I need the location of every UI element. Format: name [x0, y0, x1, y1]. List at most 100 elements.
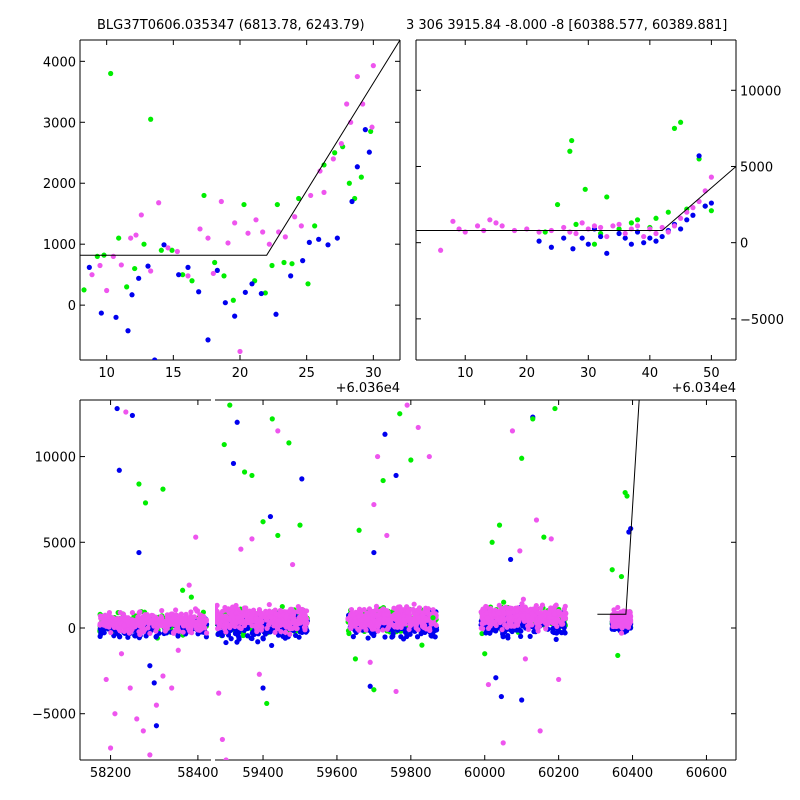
data-point: [500, 607, 507, 613]
data-point: [624, 619, 630, 625]
data-point: [274, 201, 280, 208]
point-series: [275, 428, 281, 434]
data-point: [624, 493, 630, 499]
data-point: [258, 290, 264, 297]
point-series: [299, 476, 305, 482]
point-series: [136, 549, 142, 556]
data-point: [382, 431, 388, 437]
data-point: [229, 613, 235, 619]
data-point: [552, 405, 558, 412]
data-point: [419, 642, 425, 648]
data-point: [238, 546, 244, 552]
data-point: [125, 619, 131, 625]
data-point: [288, 273, 294, 279]
data-point: [243, 617, 249, 624]
data-point: [546, 609, 552, 616]
data-point: [395, 620, 401, 626]
data-point: [366, 606, 373, 612]
data-point: [173, 619, 180, 625]
data-point: [210, 270, 216, 277]
data-point: [483, 610, 490, 616]
data-point: [420, 613, 426, 619]
data-point: [139, 619, 145, 625]
point-series: [519, 697, 525, 703]
data-point: [118, 262, 124, 268]
data-point: [116, 467, 122, 473]
point-series: [297, 522, 303, 528]
point-series: [153, 723, 160, 729]
point-series: [609, 567, 615, 573]
data-point: [519, 697, 525, 703]
data-point: [529, 615, 535, 621]
data-point: [356, 527, 362, 533]
data-point: [369, 630, 375, 636]
data-point: [193, 534, 199, 540]
data-point: [536, 238, 542, 244]
data-point: [346, 630, 352, 637]
data-point: [354, 164, 360, 170]
data-point: [394, 624, 401, 630]
data-point: [201, 192, 207, 199]
data-point: [227, 402, 233, 408]
data-point: [189, 619, 196, 625]
data-point: [224, 620, 230, 627]
data-point: [368, 128, 374, 135]
data-point: [573, 230, 579, 237]
point-series: [107, 745, 114, 751]
data-point: [86, 264, 92, 270]
data-point: [266, 622, 272, 628]
data-point: [519, 601, 525, 607]
data-point: [161, 242, 167, 248]
point-series: [86, 127, 372, 360]
data-point: [300, 258, 306, 264]
data-point: [169, 685, 175, 691]
data-point: [255, 639, 261, 645]
point-series: [508, 556, 514, 563]
x-tick-label: 59800: [390, 766, 431, 781]
point-series: [371, 687, 377, 693]
data-point: [112, 711, 118, 717]
data-point: [269, 416, 275, 422]
data-point: [110, 253, 116, 259]
point-series: [371, 549, 377, 556]
data-point: [502, 622, 508, 628]
data-point: [185, 264, 191, 270]
data-point: [296, 620, 302, 627]
data-point: [223, 639, 229, 646]
data-point: [222, 300, 228, 306]
data-point: [124, 284, 130, 290]
point-series: [482, 651, 488, 657]
data-point: [174, 248, 180, 255]
data-point: [256, 607, 263, 613]
x-tick-label: 60600: [686, 766, 727, 781]
data-point: [289, 261, 295, 267]
data-point: [537, 728, 543, 734]
data-point: [205, 235, 211, 241]
data-point: [306, 239, 312, 245]
data-point: [97, 262, 103, 269]
data-point: [283, 613, 289, 619]
point-series: [493, 675, 499, 681]
data-point: [249, 472, 255, 479]
data-point: [277, 607, 283, 614]
point-series: [160, 673, 166, 679]
data-point: [495, 610, 502, 616]
data-point: [101, 630, 107, 636]
data-point: [129, 627, 135, 633]
data-point: [517, 548, 523, 554]
data-point: [216, 690, 222, 696]
data-point: [108, 629, 114, 636]
point-series: [136, 481, 142, 487]
data-point: [678, 226, 684, 232]
data-point: [554, 201, 561, 208]
data-point: [101, 617, 107, 623]
data-point: [128, 235, 134, 241]
data-point: [173, 607, 179, 613]
point-series: [615, 604, 621, 611]
data-point: [219, 608, 226, 614]
data-point: [371, 549, 377, 556]
data-point: [489, 539, 495, 545]
data-point: [616, 221, 622, 227]
data-point: [330, 156, 336, 162]
